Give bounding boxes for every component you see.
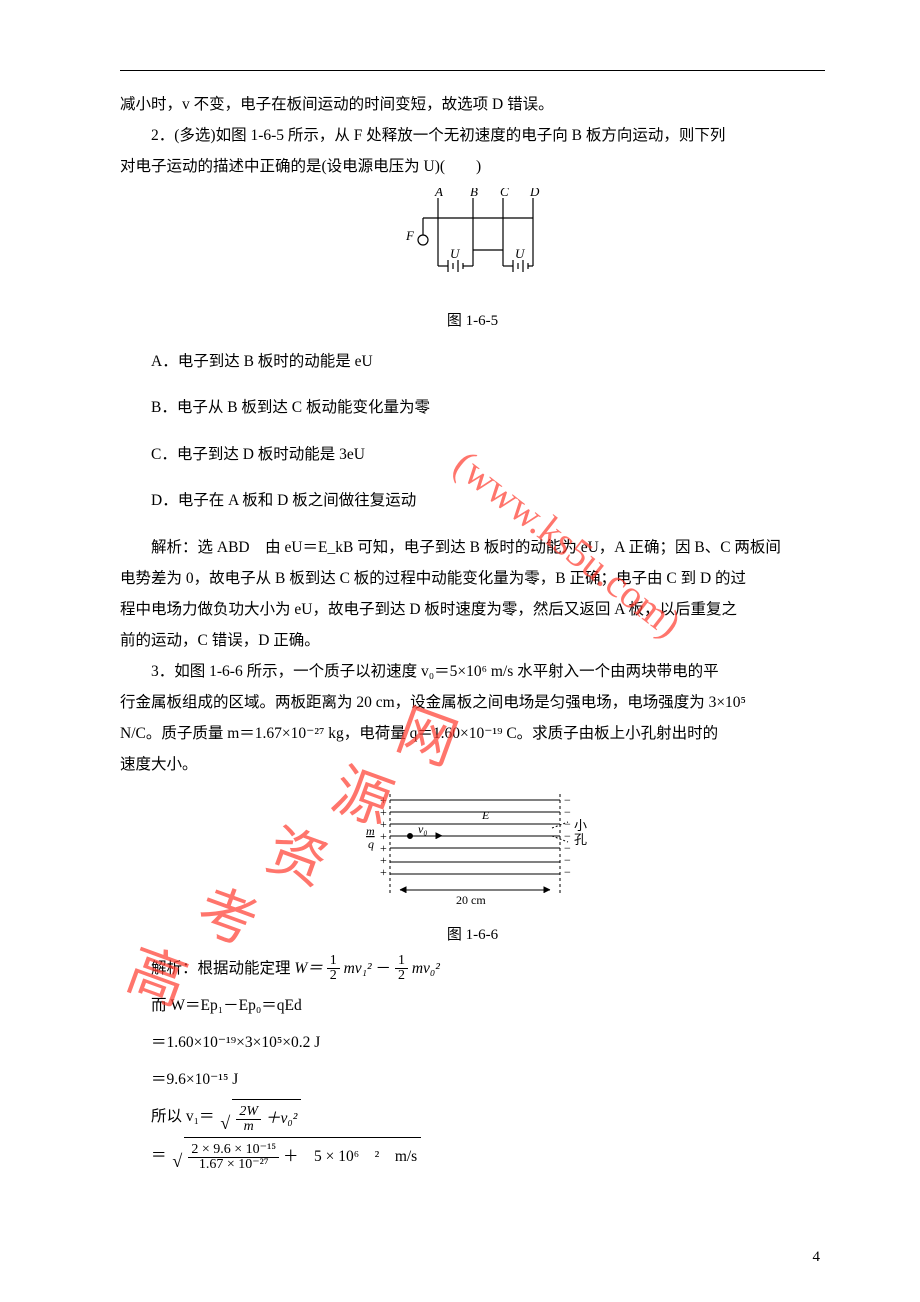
q2-solution-line3: 程中电场力做负功大小为 eU，故电子到达 D 板时速度为零，然后又返回 A 板，… [120, 594, 825, 625]
page-container: 减小时，v 不变，电子在板间运动的时间变短，故选项 D 错误。 2．(多选)如图… [0, 0, 920, 1302]
q2-option-b: B．电子从 B 板到达 C 板动能变化量为零 [120, 392, 825, 423]
svg-text:孔: 孔 [574, 832, 587, 847]
u-right-label: U [515, 246, 526, 261]
svg-text:小: 小 [574, 818, 587, 833]
figure-1-6-6: +++ ++++ −−− −−−− E v₀ m q 20 cm 小 孔 图 1… [120, 786, 825, 944]
q2-option-a: A．电子到达 B 板时的动能是 eU [120, 346, 825, 377]
sqrt-expr-1: 2Wm ＋v₀² [232, 1099, 301, 1137]
q3-stem-line4: 速度大小。 [120, 749, 825, 780]
sqrt-expr-2: 2 × 9.6 × 10⁻¹⁵1.67 × 10⁻²⁷ ＋ 5 × 10⁶ ² … [184, 1137, 421, 1175]
q2-stem-line1: 2．(多选)如图 1-6-5 所示，从 F 处释放一个无初速度的电子向 B 板方… [120, 120, 825, 151]
q3-stem-line1: 3．如图 1-6-6 所示，一个质子以初速度 v₀＝5×10⁶ m/s 水平射入… [120, 656, 825, 687]
intro-paragraph: 减小时，v 不变，电子在板间运动的时间变短，故选项 D 错误。 [120, 89, 825, 120]
minus-sign: － [376, 960, 392, 977]
page-number: 4 [813, 1249, 821, 1266]
svg-text:−: − [564, 865, 571, 879]
half-fraction-2: 12 [395, 954, 408, 983]
width-label: 20 cm [456, 893, 486, 907]
node-a-label: A [434, 188, 443, 199]
figure-1-6-6-caption: 图 1-6-6 [120, 923, 825, 944]
q3-sol-line2: 而 W＝Ep₁－Ep₀＝qEd [120, 987, 825, 1024]
mv0-term: mv₀² [412, 960, 440, 977]
node-d-label: D [529, 188, 540, 199]
svg-text:+: + [380, 865, 387, 879]
v0-label: v₀ [418, 822, 428, 836]
q2-solution-line1: 解析：选 ABD 由 eU＝E_kB 可知，电子到达 B 板时的动能为 eU，A… [120, 532, 825, 563]
mv1-term: mv₁² [344, 960, 372, 977]
plate-diagram-svg: +++ ++++ −−− −−−− E v₀ m q 20 cm 小 孔 [352, 786, 594, 914]
q3-stem-line3: N/C。质子质量 m＝1.67×10⁻²⁷ kg，电荷量 q＝1.60×10⁻¹… [120, 718, 825, 749]
q2-stem-line2: 对电子运动的描述中正确的是(设电源电压为 U)( ) [120, 151, 825, 182]
mass-label: m [366, 824, 375, 838]
figure-1-6-5: A B C D F U U 图 1-6-5 [120, 188, 825, 330]
q3-stem-line2: 行金属板组成的区域。两板距离为 20 cm，设金属板之间电场是匀强电场，电场强度… [120, 687, 825, 718]
source-f-label: F [405, 228, 415, 243]
node-c-label: C [500, 188, 509, 199]
header-rule [120, 70, 825, 71]
so-prefix: 所以 v₁＝ [151, 1108, 218, 1125]
q3-sol-line1: 解析：根据动能定理 W＝ 12 mv₁² － 12 mv₀² [120, 950, 825, 987]
w-eq: W＝ [294, 960, 322, 977]
q2-option-c: C．电子到达 D 板时动能是 3eU [120, 439, 825, 470]
q3-sol-line4: ＝9.6×10⁻¹⁵ J [120, 1061, 825, 1098]
q3-sol-line3: ＝1.60×10⁻¹⁹×3×10⁵×0.2 J [120, 1024, 825, 1061]
q2-solution-line4: 前的运动，C 错误，D 正确。 [120, 625, 825, 656]
q2-solution-line2: 电势差为 0，故电子从 B 板到达 C 板的过程中动能变化量为零，B 正确；电子… [120, 563, 825, 594]
circuit-diagram-svg: A B C D F U U [388, 188, 558, 300]
q2-option-d: D．电子在 A 板和 D 板之间做往复运动 [120, 485, 825, 516]
node-b-label: B [470, 188, 478, 199]
e-field-label: E [481, 808, 490, 822]
half-fraction-1: 12 [327, 954, 340, 983]
figure-1-6-5-caption: 图 1-6-5 [120, 309, 825, 330]
q3-sol-line5: 所以 v₁＝ 2Wm ＋v₀² [120, 1098, 825, 1137]
q3-sol-line6: ＝ 2 × 9.6 × 10⁻¹⁵1.67 × 10⁻²⁷ ＋ 5 × 10⁶ … [120, 1137, 825, 1176]
equals-sign: ＝ [151, 1147, 170, 1164]
sol-prefix: 解析：根据动能定理 [151, 960, 294, 977]
charge-label: q [368, 837, 374, 851]
u-left-label: U [450, 246, 461, 261]
